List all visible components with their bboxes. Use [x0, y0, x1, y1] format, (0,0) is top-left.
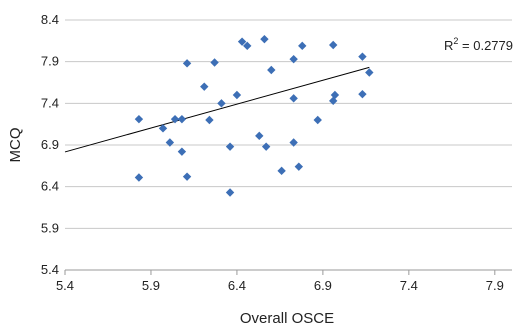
x-tick-label: 5.4 — [56, 278, 74, 293]
data-point — [289, 138, 298, 147]
x-tick-label: 6.4 — [228, 278, 246, 293]
y-axis-title: MCQ — [7, 128, 24, 163]
data-point — [237, 37, 247, 46]
data-point — [177, 147, 187, 156]
data-point — [158, 124, 168, 133]
data-point — [358, 52, 367, 61]
x-axis-title: Overall OSCE — [240, 310, 334, 327]
data-point — [225, 188, 235, 197]
data-point — [261, 142, 271, 151]
data-point — [313, 115, 322, 125]
y-tick-label: 6.9 — [41, 137, 59, 152]
data-point — [205, 115, 214, 125]
data-point — [210, 58, 219, 67]
data-point — [289, 54, 298, 64]
data-point — [267, 65, 276, 75]
y-tick-labels: 5.4 5.9 6.4 6.9 7.4 7.9 8.4 — [41, 12, 59, 277]
data-point — [182, 172, 192, 181]
data-point — [260, 34, 269, 44]
y-tick-label: 8.4 — [41, 12, 59, 27]
x-tick-label: 7.9 — [486, 278, 504, 293]
y-tick-label: 6.4 — [41, 179, 59, 194]
x-tick-label: 7.4 — [400, 278, 418, 293]
data-point — [165, 138, 175, 147]
y-tick-label: 5.4 — [41, 262, 59, 277]
data-point — [200, 82, 209, 91]
y-tick-label: 5.9 — [41, 220, 59, 235]
data-point — [170, 114, 180, 124]
data-point — [294, 162, 304, 171]
data-point — [225, 142, 235, 151]
data-point — [298, 41, 307, 51]
x-tick-label: 5.9 — [142, 278, 160, 293]
trendline — [64, 66, 370, 153]
r-squared-annotation: R2 = 0.2779 — [444, 36, 513, 53]
y-tick-label: 7.9 — [41, 54, 59, 69]
data-point — [277, 166, 286, 176]
data-point — [177, 114, 187, 124]
data-point — [358, 89, 367, 99]
data-point — [329, 40, 338, 50]
x-tick-labels: 5.4 5.9 6.4 6.9 7.4 7.9 — [56, 270, 504, 293]
data-point — [243, 41, 252, 51]
data-point — [365, 68, 374, 77]
data-point — [289, 94, 298, 103]
x-tick-label: 6.9 — [314, 278, 332, 293]
data-point — [232, 90, 242, 100]
y-gridlines — [65, 19, 512, 229]
data-point — [330, 90, 340, 100]
data-point — [182, 59, 192, 68]
data-point — [134, 173, 144, 182]
data-point — [217, 99, 226, 108]
data-point — [255, 131, 264, 141]
data-point — [134, 114, 144, 124]
data-points — [134, 34, 374, 197]
y-tick-label: 7.4 — [41, 95, 59, 110]
